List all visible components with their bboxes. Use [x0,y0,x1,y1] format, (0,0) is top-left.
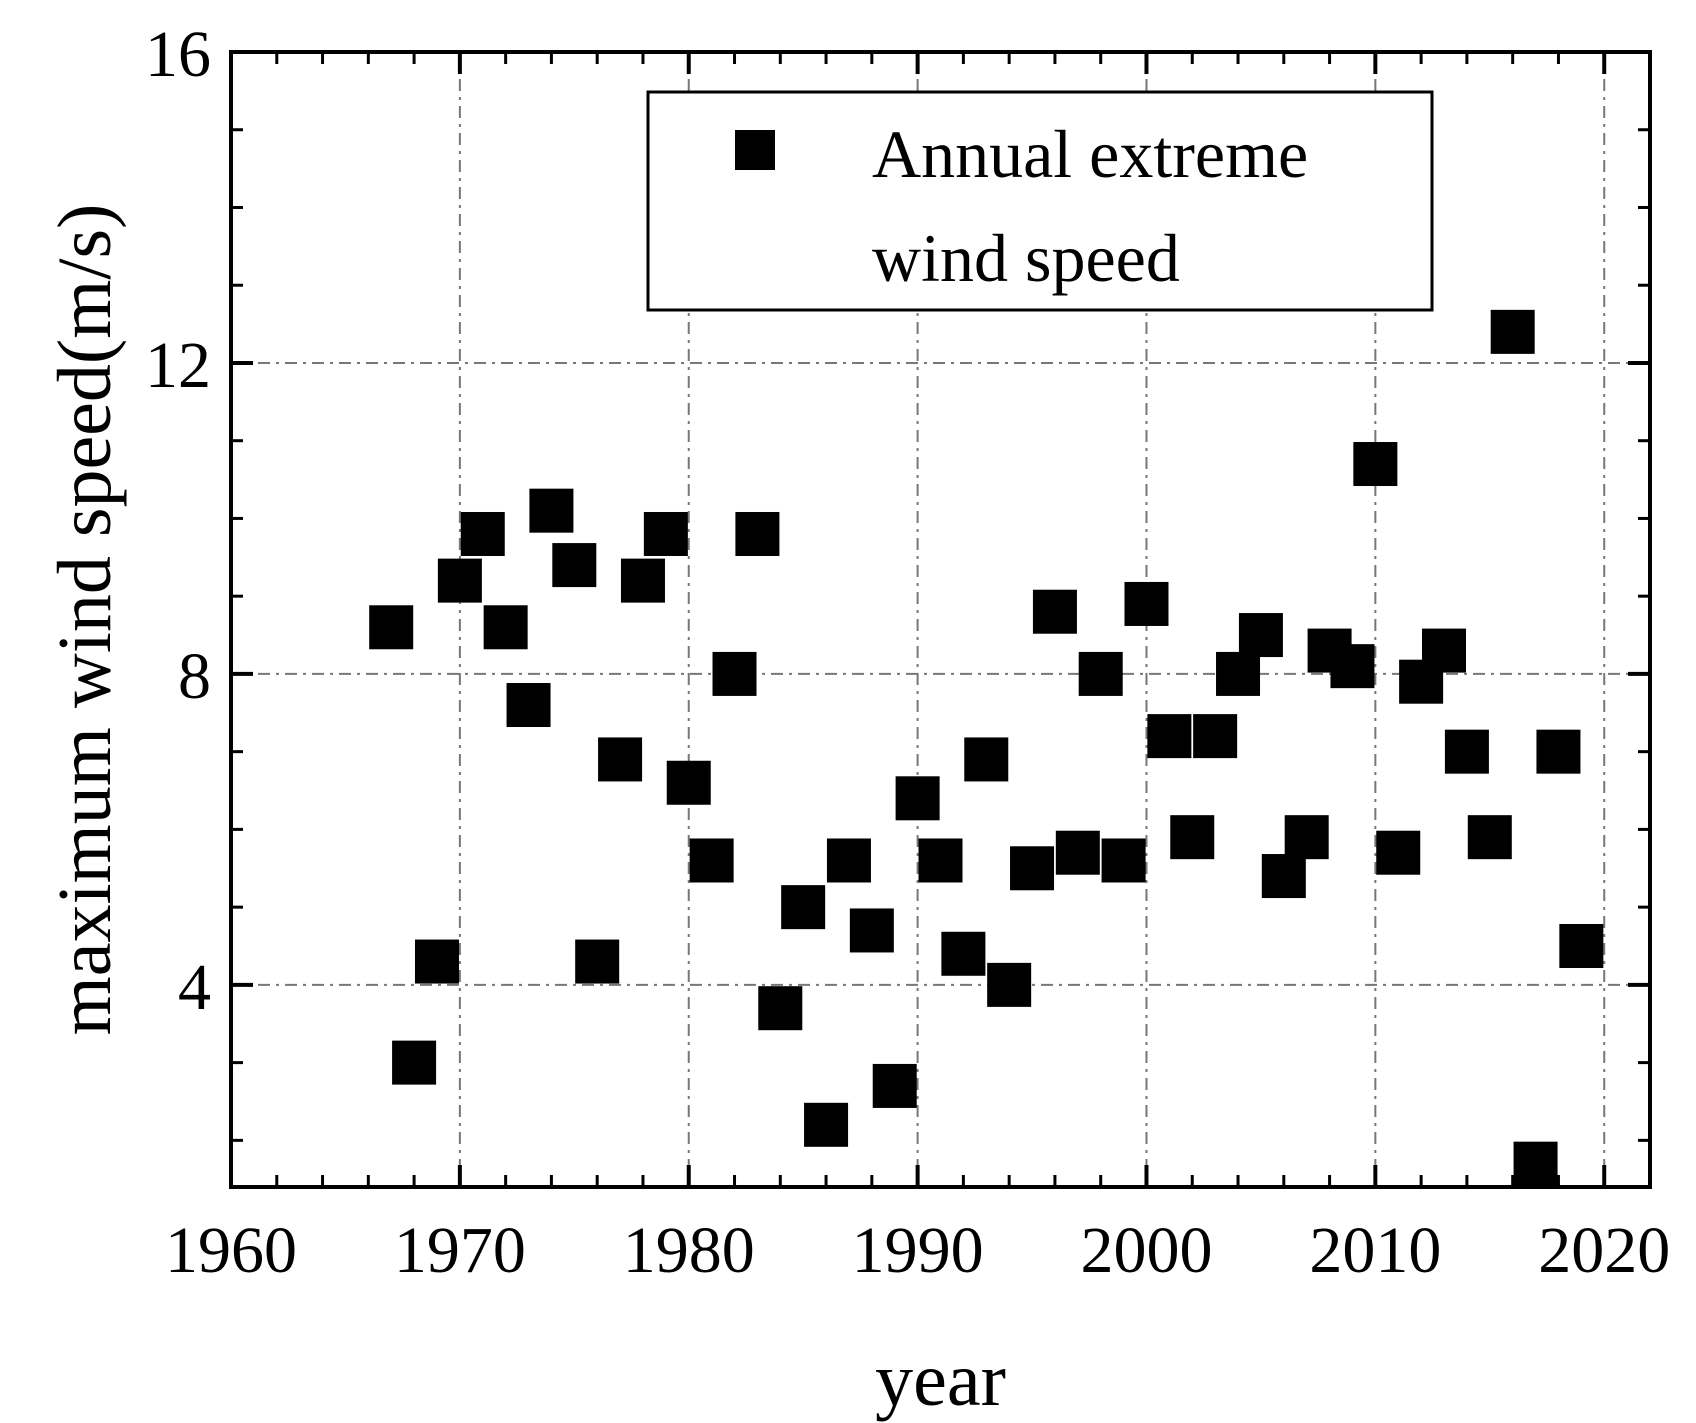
y-tick-label: 16 [145,18,211,91]
legend-marker-square [735,130,775,170]
x-tick-label: 1970 [394,1214,526,1287]
data-point [666,760,711,805]
data-point [529,488,574,533]
data-point [1261,854,1306,899]
y-tick-label: 4 [178,951,211,1024]
legend: Annual extreme wind speed [646,90,1434,312]
plot-frame [229,50,1652,1189]
data-point [460,511,505,556]
data-point [735,511,780,556]
x-tick-label: 2010 [1309,1214,1441,1287]
data-point [1444,729,1489,774]
data-point [712,651,757,696]
data-point [804,1102,849,1147]
data-point [1467,815,1512,860]
x-tick-label: 1960 [165,1214,297,1287]
legend-label-line2: wind speed [872,220,1180,296]
x-tick-labels: 1960 1970 1980 1990 2000 2010 2020 [165,1214,1670,1287]
data-point [483,605,528,650]
data-point [941,931,986,976]
data-point [1238,613,1283,658]
data-point [414,939,459,984]
y-tick-label: 12 [145,329,211,402]
x-tick-label: 2000 [1080,1214,1212,1287]
data-point [1536,729,1581,774]
data-point [849,908,894,953]
data-point [620,558,665,603]
data-point [964,737,1009,782]
data-point [598,737,643,782]
x-axis-title: year [875,1338,1006,1422]
data-point [1010,846,1055,891]
data-point [1490,309,1535,354]
data-point [689,838,734,883]
data-point [1170,815,1215,860]
x-tick-label: 1990 [852,1214,984,1287]
data-point [918,838,963,883]
data-point [437,558,482,603]
data-point [781,885,826,930]
data-point [643,511,688,556]
data-point [987,962,1032,1007]
data-point [1101,838,1146,883]
data-point [895,776,940,821]
data-point [1559,924,1604,969]
data-point [1193,714,1238,759]
data-point [1513,1141,1558,1186]
data-point [872,1063,917,1108]
data-point [1078,651,1123,696]
x-tick-label: 2020 [1538,1214,1670,1287]
data-point [1422,628,1467,673]
y-axis-title: maximum wind speed(m/s) [43,204,127,1036]
data-point [392,1040,437,1085]
legend-box [646,90,1434,312]
data-point [758,986,803,1031]
data-point [826,838,871,883]
data-point [552,543,597,588]
data-point [369,605,414,650]
data-point [1147,714,1192,759]
y-tick-label: 8 [178,640,211,713]
x-tick-label: 1980 [623,1214,755,1287]
data-point [506,683,551,728]
data-point [1284,815,1329,860]
y-tick-labels: 4 8 12 16 [145,18,211,1024]
data-point [1216,651,1261,696]
data-point [1055,830,1100,875]
data-points [369,309,1604,1186]
data-point [1124,581,1169,626]
data-point [575,939,620,984]
data-point [1032,589,1077,634]
data-point [1376,830,1421,875]
data-point [1353,442,1398,487]
data-point [1330,644,1375,689]
legend-label-line1: Annual extreme [872,116,1308,192]
